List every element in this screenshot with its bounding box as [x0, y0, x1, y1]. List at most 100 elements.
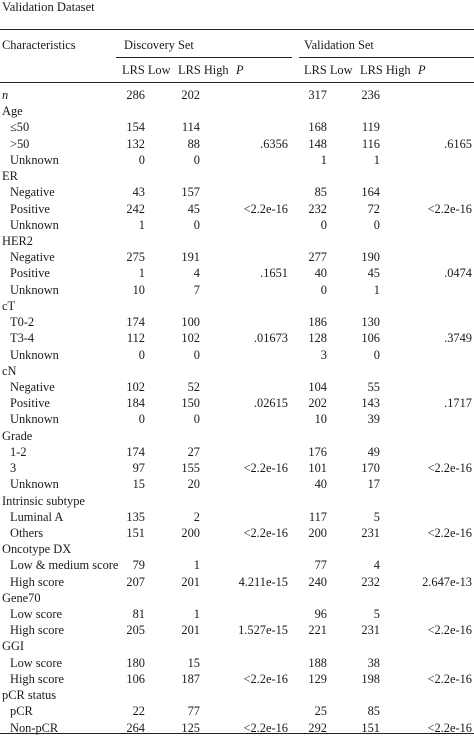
- discovery-lrs-high-cell: 125: [181, 720, 200, 735]
- validation-lrs-low-cell: 85: [314, 185, 327, 200]
- validation-lrs-high-cell: 143: [361, 396, 380, 411]
- discovery-lrs-high-cell: 187: [181, 671, 200, 686]
- row-label: High score: [10, 623, 65, 638]
- validation-lrs-low-cell: 1: [320, 152, 327, 167]
- discovery-lrs-low-cell: 1: [138, 217, 145, 232]
- header-discovery-p: P: [236, 63, 244, 77]
- row-label: T3-4: [10, 331, 35, 346]
- validation-lrs-low-cell: 202: [308, 396, 327, 411]
- validation-lrs-high-cell: 1: [373, 282, 380, 297]
- discovery-lrs-low-cell: 286: [126, 88, 145, 102]
- discovery-lrs-high-cell: 201: [181, 623, 200, 638]
- group-label: ER: [2, 169, 18, 184]
- row-label: Unknown: [10, 282, 59, 297]
- row-label: Negative: [10, 250, 55, 265]
- validation-lrs-high-cell: 170: [361, 461, 380, 476]
- discovery-lrs-low-cell: 112: [126, 331, 145, 346]
- validation-lrs-high-cell: 106: [361, 331, 380, 346]
- discovery-lrs-high-cell: 1: [193, 558, 200, 573]
- validation-lrs-low-cell: 10: [314, 412, 327, 427]
- header-discovery-set: Discovery Set: [124, 38, 194, 52]
- discovery-p-cell: .1651: [260, 266, 288, 281]
- discovery-lrs-low-cell: 0: [138, 152, 145, 167]
- discovery-lrs-low-cell: 10: [132, 282, 145, 297]
- row-label: >50: [10, 136, 30, 151]
- discovery-lrs-high-cell: 0: [193, 217, 200, 232]
- discovery-lrs-low-cell: 132: [126, 136, 145, 151]
- discovery-lrs-low-cell: 102: [126, 379, 145, 394]
- discovery-lrs-high-cell: 0: [193, 347, 200, 362]
- discovery-lrs-high-cell: 202: [181, 88, 200, 102]
- validation-lrs-high-cell: 0: [373, 217, 380, 232]
- validation-p-cell: 2.647e-13: [422, 574, 472, 589]
- validation-lrs-high-cell: 17: [367, 477, 380, 492]
- discovery-lrs-high-cell: 155: [181, 461, 200, 476]
- row-label: Low score: [10, 607, 62, 622]
- discovery-lrs-high-cell: 157: [181, 185, 200, 200]
- discovery-lrs-low-cell: 22: [132, 704, 145, 719]
- discovery-lrs-low-cell: 81: [132, 607, 145, 622]
- row-label: T0-2: [10, 315, 35, 330]
- discovery-lrs-high-cell: 27: [187, 444, 200, 459]
- validation-lrs-low-cell: 128: [308, 331, 327, 346]
- validation-lrs-high-cell: 85: [367, 704, 380, 719]
- validation-lrs-low-cell: 240: [308, 574, 327, 589]
- validation-lrs-low-cell: 117: [308, 509, 327, 524]
- validation-lrs-low-cell: 188: [308, 655, 327, 670]
- validation-lrs-high-cell: 231: [361, 525, 380, 540]
- header-discovery-lrs-low: LRS Low: [122, 63, 171, 77]
- discovery-lrs-high-cell: 1: [193, 607, 200, 622]
- validation-lrs-high-cell: 1: [373, 152, 380, 167]
- validation-lrs-high-cell: 198: [361, 671, 380, 686]
- discovery-lrs-low-cell: 264: [126, 720, 145, 735]
- row-label: Unknown: [10, 477, 59, 492]
- discovery-lrs-high-cell: 102: [181, 331, 200, 346]
- discovery-lrs-high-cell: 88: [187, 136, 200, 151]
- discovery-lrs-low-cell: 43: [132, 185, 145, 200]
- validation-lrs-high-cell: 38: [367, 655, 380, 670]
- discovery-lrs-low-cell: 135: [126, 509, 145, 524]
- validation-p-cell: .6165: [444, 136, 472, 151]
- discovery-lrs-low-cell: 0: [138, 412, 145, 427]
- validation-lrs-low-cell: 96: [314, 607, 327, 622]
- discovery-lrs-low-cell: 174: [126, 315, 145, 330]
- discovery-lrs-high-cell: 2: [193, 509, 200, 524]
- group-label: n: [2, 88, 9, 102]
- validation-lrs-high-cell: 4: [373, 558, 380, 573]
- row-label: High score: [10, 671, 65, 686]
- discovery-p-cell: 1.527e-15: [238, 623, 288, 638]
- validation-lrs-low-cell: 186: [308, 315, 327, 330]
- validation-lrs-low-cell: 104: [308, 379, 327, 394]
- discovery-lrs-high-cell: 15: [187, 655, 200, 670]
- validation-lrs-low-cell: 200: [308, 525, 327, 540]
- validation-lrs-low-cell: 129: [308, 671, 327, 686]
- group-label: cT: [2, 298, 16, 313]
- validation-lrs-low-cell: 168: [308, 120, 327, 135]
- discovery-lrs-high-cell: 52: [187, 379, 200, 394]
- header-bottom-rule: [0, 82, 474, 83]
- discovery-p-cell: .02615: [253, 396, 288, 411]
- validation-lrs-high-cell: 45: [367, 266, 380, 281]
- discovery-lrs-low-cell: 205: [126, 623, 145, 638]
- discovery-lrs-low-cell: 15: [132, 477, 145, 492]
- header-validation-lrs-low: LRS Low: [304, 63, 353, 77]
- validation-lrs-low-cell: 101: [308, 461, 327, 476]
- row-label: Non-pCR: [10, 720, 59, 735]
- validation-lrs-low-cell: 40: [314, 266, 327, 281]
- row-label: Unknown: [10, 347, 59, 362]
- discovery-lrs-high-cell: 4: [193, 266, 200, 281]
- row-label: ≤50: [10, 120, 30, 135]
- discovery-lrs-low-cell: 154: [126, 120, 145, 135]
- discovery-group-rule: [116, 57, 292, 58]
- discovery-lrs-high-cell: 45: [187, 201, 200, 216]
- discovery-lrs-high-cell: 201: [181, 574, 200, 589]
- row-label: Low score: [10, 655, 62, 670]
- validation-p-cell: <2.2e-16: [427, 720, 473, 735]
- validation-lrs-low-cell: 232: [308, 201, 327, 216]
- validation-lrs-low-cell: 0: [320, 217, 327, 232]
- validation-p-cell: <2.2e-16: [427, 525, 473, 540]
- discovery-lrs-low-cell: 79: [132, 558, 145, 573]
- row-label: Luminal A: [10, 509, 64, 524]
- validation-lrs-high-cell: 55: [367, 379, 380, 394]
- table-title: Validation Dataset: [2, 0, 95, 14]
